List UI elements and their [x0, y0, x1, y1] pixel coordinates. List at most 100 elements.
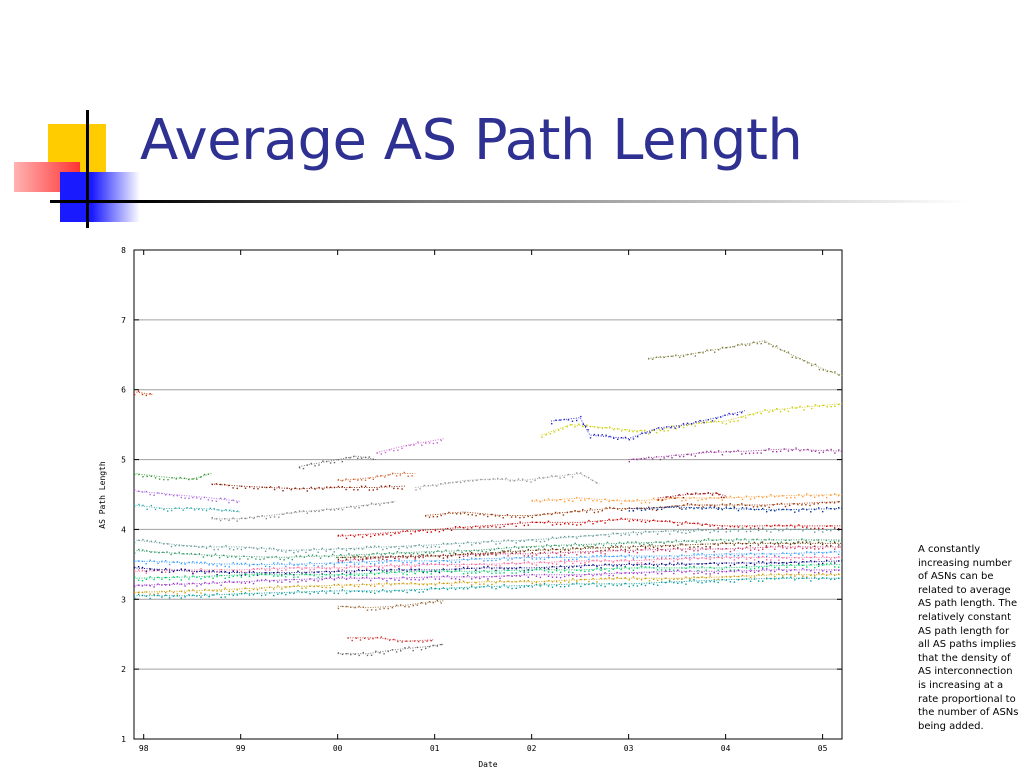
data-point: [196, 576, 198, 579]
data-point: [586, 545, 588, 547]
data-point: [691, 493, 693, 495]
data-point: [422, 570, 424, 573]
data-point: [665, 570, 667, 572]
data-point: [511, 523, 513, 525]
data-point: [584, 475, 586, 477]
data-point: [600, 549, 602, 552]
data-point: [208, 595, 210, 598]
data-point: [624, 566, 626, 568]
data-point: [432, 442, 435, 445]
data-point: [656, 547, 659, 549]
data-point: [297, 570, 299, 572]
data-point: [543, 561, 546, 564]
data-point: [713, 543, 715, 545]
data-point: [600, 554, 602, 557]
data-point: [172, 582, 175, 585]
data-point: [822, 404, 824, 407]
data-point: [337, 583, 340, 586]
data-point: [366, 567, 368, 570]
series-trace: [133, 539, 842, 558]
data-point: [543, 580, 546, 583]
data-point: [721, 571, 723, 573]
data-point: [584, 535, 586, 537]
data-point: [269, 566, 271, 568]
data-point: [375, 650, 377, 652]
data-point: [456, 513, 458, 515]
data-point: [729, 581, 732, 583]
data-point: [495, 564, 497, 567]
data-point: [515, 563, 517, 565]
data-point: [572, 500, 574, 502]
data-point: [471, 514, 473, 516]
data-point: [410, 566, 412, 568]
data-point: [260, 546, 263, 549]
data-point: [781, 545, 784, 547]
data-point: [709, 558, 711, 561]
data-point: [434, 570, 437, 572]
data-point: [232, 487, 234, 489]
data-point: [772, 504, 774, 506]
data-point: [794, 561, 796, 563]
data-point: [357, 563, 360, 565]
data-point: [495, 559, 497, 562]
data-point: [305, 572, 307, 574]
data-point: [705, 545, 707, 548]
data-point: [601, 434, 603, 436]
data-point: [390, 591, 392, 593]
data-point: [717, 572, 719, 575]
data-point: [305, 573, 307, 576]
data-point: [201, 509, 204, 511]
data-point: [786, 524, 788, 527]
data-point: [825, 539, 828, 542]
data-point: [786, 552, 788, 554]
data-point: [364, 485, 367, 487]
series-trace: [133, 490, 241, 502]
data-point: [563, 476, 565, 478]
data-point: [426, 584, 428, 586]
data-point: [318, 486, 320, 489]
data-point: [707, 538, 710, 540]
accent-square-blue: [60, 172, 140, 222]
data-point: [167, 510, 169, 512]
data-point: [487, 554, 489, 556]
data-point: [620, 564, 622, 567]
data-point: [538, 476, 540, 479]
data-point: [499, 565, 501, 567]
data-point: [228, 484, 230, 487]
data-point: [188, 497, 190, 500]
data-point: [648, 580, 651, 582]
data-point: [204, 593, 206, 595]
data-point: [803, 360, 805, 362]
data-point: [356, 554, 358, 557]
data-point: [778, 573, 780, 575]
data-point: [479, 527, 481, 529]
data-point: [256, 574, 259, 576]
data-point: [467, 565, 469, 568]
data-point: [713, 524, 715, 527]
data-point: [409, 444, 411, 447]
data-point: [286, 487, 288, 489]
data-point: [682, 497, 685, 499]
data-point: [798, 564, 800, 566]
data-point: [604, 585, 606, 588]
data-point: [814, 560, 816, 563]
series-26: [133, 562, 843, 582]
data-point: [741, 416, 743, 418]
data-point: [612, 568, 614, 570]
data-point: [293, 552, 295, 554]
data-point: [620, 502, 622, 505]
data-point: [506, 514, 509, 516]
data-point: [402, 563, 404, 565]
data-point: [643, 543, 645, 546]
data-point: [667, 540, 669, 543]
data-point: [596, 565, 598, 567]
data-point: [729, 503, 731, 505]
data-point: [265, 517, 267, 520]
data-point: [503, 550, 505, 552]
x-tick-label: 05: [818, 744, 828, 753]
data-point: [337, 547, 340, 549]
data-point: [584, 583, 586, 586]
data-point: [779, 450, 782, 452]
data-point: [627, 541, 629, 543]
data-point: [434, 578, 437, 580]
